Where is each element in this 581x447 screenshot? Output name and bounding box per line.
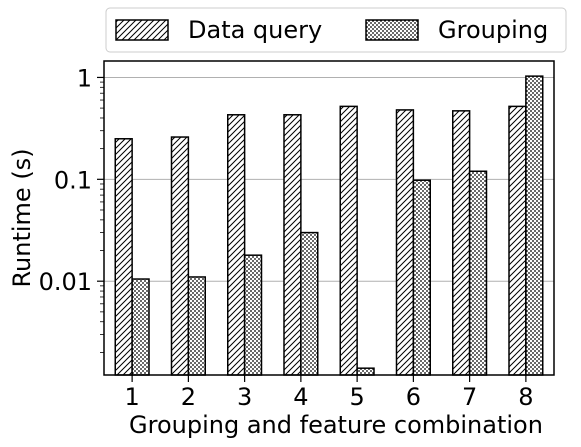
x-tick-label: 7 <box>462 383 477 411</box>
x-tick-label: 6 <box>406 383 421 411</box>
y-axis-label: Runtime (s) <box>8 148 36 287</box>
x-tick-label: 5 <box>349 383 364 411</box>
legend-swatch-grouping <box>365 19 419 41</box>
x-tick-label: 2 <box>181 383 196 411</box>
bars <box>114 75 544 376</box>
x-tick-label: 8 <box>518 383 533 411</box>
bar-data-query <box>227 114 246 376</box>
x-tick-label: 1 <box>124 383 139 411</box>
x-axis-label: Grouping and feature combination <box>129 411 543 439</box>
legend: Data query Grouping <box>105 7 567 53</box>
bar-grouping <box>187 276 206 376</box>
axis-ticks: 0.01 0.1 1 1 2 3 4 5 6 7 8 <box>39 64 534 411</box>
bar-grouping <box>131 278 150 376</box>
bar-data-query <box>114 138 133 376</box>
bar-data-query <box>395 109 415 376</box>
bar-data-query <box>508 105 527 376</box>
bar-data-query <box>283 114 302 376</box>
plot-frame <box>103 60 555 376</box>
bar-data-query <box>452 110 471 376</box>
bar-grouping <box>468 170 488 376</box>
bar-data-query <box>170 136 190 376</box>
legend-swatch-data-query <box>115 19 169 41</box>
bar-grouping <box>412 179 431 376</box>
legend-label-data-query: Data query <box>188 16 322 44</box>
legend-label-grouping: Grouping <box>438 16 548 44</box>
bar-grouping <box>525 75 544 376</box>
bar-grouping <box>300 231 319 376</box>
legend-frame <box>105 7 567 53</box>
bar-grouping <box>356 367 375 376</box>
y-tick-label: 0.01 <box>39 268 92 296</box>
y-tick-label: 0.1 <box>54 166 92 194</box>
bar-grouping <box>243 254 263 376</box>
bar-data-query <box>339 105 358 376</box>
x-tick-label: 3 <box>237 383 252 411</box>
x-tick-label: 4 <box>293 383 308 411</box>
y-tick-label: 1 <box>77 64 92 92</box>
